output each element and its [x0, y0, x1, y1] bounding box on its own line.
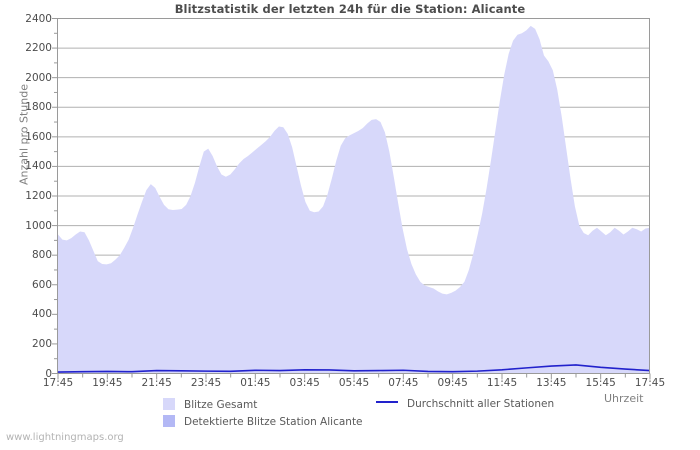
y-tick-label: 600 [31, 278, 52, 291]
y-tick-label: 1400 [25, 160, 52, 173]
x-tick-label: 23:45 [190, 377, 222, 389]
x-tick-label: 17:45 [634, 377, 666, 389]
legend-item-durchschnitt[interactable]: Durchschnitt aller Stationen [376, 398, 554, 410]
y-tick-label: 2000 [25, 71, 52, 84]
x-tick-label: 11:45 [486, 377, 518, 389]
legend-item-detektierte-blitze[interactable]: Detektierte Blitze Station Alicante [163, 415, 363, 428]
x-tick-label: 19:45 [92, 377, 123, 389]
y-tick-label: 1800 [25, 101, 52, 114]
y-tick-label: 1600 [25, 130, 52, 143]
legend-label-durchschnitt: Durchschnitt aller Stationen [407, 398, 555, 410]
series-line-durchschnitt [57, 364, 651, 373]
y-tick-label: 200 [31, 337, 52, 350]
series-area-blitze-gesamt [58, 25, 650, 374]
x-tick-label: 05:45 [338, 377, 370, 389]
legend-label-blitze-gesamt: Blitze Gesamt [184, 399, 258, 411]
chart-legend: Blitze Gesamt Detektierte Blitze Station… [0, 396, 700, 430]
legend-item-blitze-gesamt[interactable]: Blitze Gesamt [163, 398, 257, 411]
y-tick-label: 2200 [25, 42, 52, 55]
chart-title: Blitzstatistik der letzten 24h für die S… [174, 2, 526, 16]
x-axis-label: Uhrzeit [604, 392, 644, 405]
plot-frame [57, 18, 650, 374]
y-tick-label: 400 [31, 308, 52, 321]
x-tick-label: 03:45 [289, 377, 320, 389]
y-tick-label: 800 [31, 249, 52, 262]
y-axis-tick-labels: 0 200 400 600 800 1000 1200 1400 1600 1800 2000 220… [0, 0, 52, 450]
x-tick-label: 09:45 [437, 377, 468, 389]
legend-swatch-detektierte-blitze [163, 415, 175, 427]
legend-swatch-blitze-gesamt [163, 398, 175, 410]
x-tick-label: 01:45 [240, 377, 271, 389]
y-tick-label: 0 [45, 367, 52, 380]
x-tick-label: 13:45 [536, 377, 567, 389]
x-tick-label: 21:45 [141, 377, 172, 389]
legend-line-durchschnitt [376, 401, 398, 403]
x-tick-label: 07:45 [388, 377, 419, 389]
x-tick-label: 17:45 [42, 377, 74, 389]
footer-watermark: www.lightningmaps.org [6, 432, 124, 443]
x-tick-label: 15:45 [585, 377, 616, 389]
y-tick-label: 2400 [25, 12, 52, 25]
y-tick-label: 1200 [25, 190, 52, 202]
legend-label-detektierte-blitze: Detektierte Blitze Station Alicante [184, 416, 363, 428]
x-axis-ticks [57, 373, 651, 380]
y-tick-label: 1000 [25, 219, 52, 232]
